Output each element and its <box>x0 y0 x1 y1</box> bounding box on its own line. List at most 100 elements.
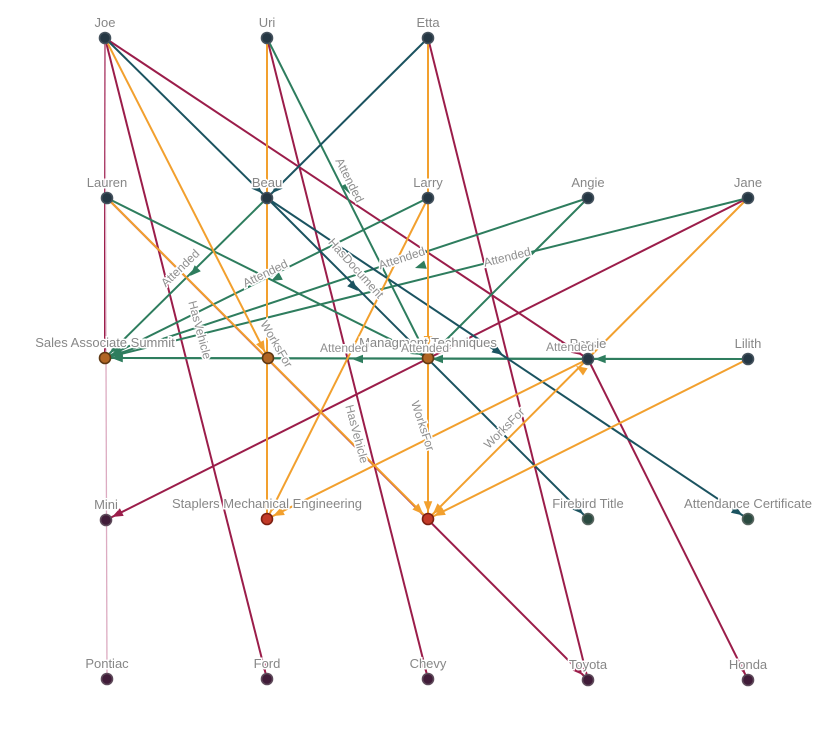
edge-lilith-comp2[interactable] <box>427 358 749 520</box>
edge-joe-event2[interactable] <box>104 37 269 359</box>
node-lilith[interactable] <box>741 352 755 366</box>
node-label-etta: Etta <box>416 15 440 30</box>
arrowhead-uri-chevy <box>419 660 428 673</box>
node-mini[interactable] <box>99 513 113 527</box>
node-label-uri: Uri <box>259 15 276 30</box>
arrowhead-lilith-sas <box>111 353 123 363</box>
node-beau[interactable] <box>260 191 274 205</box>
mid-arrowhead <box>423 336 433 347</box>
edge-label-worksfor-11: WorksFor <box>481 405 528 452</box>
node-firebird-title[interactable] <box>581 512 595 526</box>
node-label-larry: Larry <box>413 175 443 190</box>
node-joe[interactable] <box>98 31 112 45</box>
edge-etta-beau[interactable] <box>266 37 429 199</box>
arrowheads-layer <box>100 182 745 676</box>
arrowhead-lilith-comp2 <box>434 507 446 516</box>
node-label-sme: Staplers Mechanical Engineering <box>172 496 362 511</box>
edges-layer <box>104 37 749 681</box>
arrowhead-angie-mt <box>432 342 444 354</box>
mid-arrowhead <box>341 182 350 194</box>
arrowhead-jane-mini <box>112 508 124 517</box>
node-comp2[interactable] <box>421 512 435 526</box>
node-label-toyota: Toyota <box>569 657 608 672</box>
node-attendance-certificate[interactable] <box>741 512 755 526</box>
arrowhead-lauren-toyota <box>572 664 584 676</box>
edge-joe-beau[interactable] <box>104 37 268 199</box>
arrowhead-persie-honda <box>736 662 745 674</box>
edge-uri-mt[interactable] <box>266 37 429 359</box>
nodes-layer <box>98 31 755 687</box>
node-sales-associate-summit[interactable] <box>98 351 112 365</box>
edge-label-attended-6: Attended <box>546 340 594 354</box>
node-label-angie: Angie <box>571 175 604 190</box>
arrowhead-etta-toyota <box>579 661 588 674</box>
node-pontiac[interactable] <box>100 672 114 686</box>
edge-label-attended-3: Attended <box>482 245 532 270</box>
node-label-ford: Ford <box>254 656 281 671</box>
node-staplers-mechanical-engineering[interactable] <box>260 512 274 526</box>
node-label-jane: Jane <box>734 175 762 190</box>
node-label-joe: Joe <box>95 15 116 30</box>
node-uri[interactable] <box>260 31 274 45</box>
arrowhead-uri-sme <box>262 501 272 513</box>
node-label-honda: Honda <box>729 657 768 672</box>
edge-beau-attcert[interactable] <box>266 197 749 520</box>
arrowhead-etta-comp2 <box>423 501 433 513</box>
node-label-firebird: Firebird Title <box>552 496 624 511</box>
arrowhead-joe-persie <box>570 345 583 356</box>
node-label-lilith: Lilith <box>735 336 762 351</box>
node-labels-layer: Joe Uri Etta Lauren Beau Larry Angie Jane Sales … <box>34 14 814 674</box>
node-jane[interactable] <box>741 191 755 205</box>
node-managment-techniques[interactable] <box>421 351 435 365</box>
node-label-pontiac: Pontiac <box>85 656 129 671</box>
arrowhead-lauren-mt <box>410 346 422 355</box>
mid-arrowhead <box>576 366 588 376</box>
edge-jane-sas[interactable] <box>104 197 749 359</box>
arrowhead-joe-event2 <box>256 340 265 352</box>
edge-label-attended-4: Attended <box>320 341 368 355</box>
arrowhead-beau-firebird <box>572 503 584 515</box>
node-etta[interactable] <box>421 31 435 45</box>
arrowhead-larry-sme <box>270 501 279 513</box>
arrowhead-beau-attcert <box>730 505 743 516</box>
node-label-chevy: Chevy <box>410 656 447 671</box>
arrowhead-lauren-comp2 <box>412 503 424 515</box>
node-toyota[interactable] <box>581 673 595 687</box>
edge-angie-mt[interactable] <box>427 197 589 359</box>
arrowhead-persie-sme <box>273 507 285 516</box>
arrowhead-beau-sas <box>109 342 121 354</box>
node-label-lauren: Lauren <box>87 175 127 190</box>
node-persie[interactable] <box>581 352 595 366</box>
mid-arrowhead <box>271 272 283 281</box>
node-label-attcert: Attendance Certificate <box>684 496 812 511</box>
node-angie[interactable] <box>581 191 595 205</box>
arrowhead-uri-mt <box>416 340 425 352</box>
mid-arrowhead <box>347 280 358 291</box>
edge-label-worksfor-10: WorksFor <box>408 399 437 453</box>
mid-arrowhead <box>491 345 503 355</box>
mid-arrowhead <box>432 354 443 364</box>
node-ford[interactable] <box>260 672 274 686</box>
edge-larry-sme[interactable] <box>266 197 429 520</box>
node-label-sas: Sales Associate Summit <box>35 335 175 350</box>
node-label-persie: Persie <box>570 336 607 351</box>
node-label-mini: Mini <box>94 497 118 512</box>
node-label-beau: Beau <box>252 175 282 190</box>
node-lauren[interactable] <box>100 191 114 205</box>
node-honda[interactable] <box>741 673 755 687</box>
node-chevy[interactable] <box>421 672 435 686</box>
arrowhead-lilith-persie <box>594 354 606 364</box>
arrowhead-joe-beau <box>251 182 263 194</box>
node-label-mt: Managment Techniques <box>359 335 497 350</box>
node-larry[interactable] <box>421 191 435 205</box>
mid-arrowhead <box>190 265 201 276</box>
node-event2[interactable] <box>261 351 275 365</box>
arrowhead-jane-comp2 <box>432 503 444 515</box>
arrowhead-joe-ford <box>258 660 267 673</box>
arrowhead-joe-sas <box>100 340 110 352</box>
edge-joe-persie[interactable] <box>104 37 589 360</box>
mid-arrowhead <box>352 354 363 364</box>
edge-persie-honda[interactable] <box>587 358 749 681</box>
